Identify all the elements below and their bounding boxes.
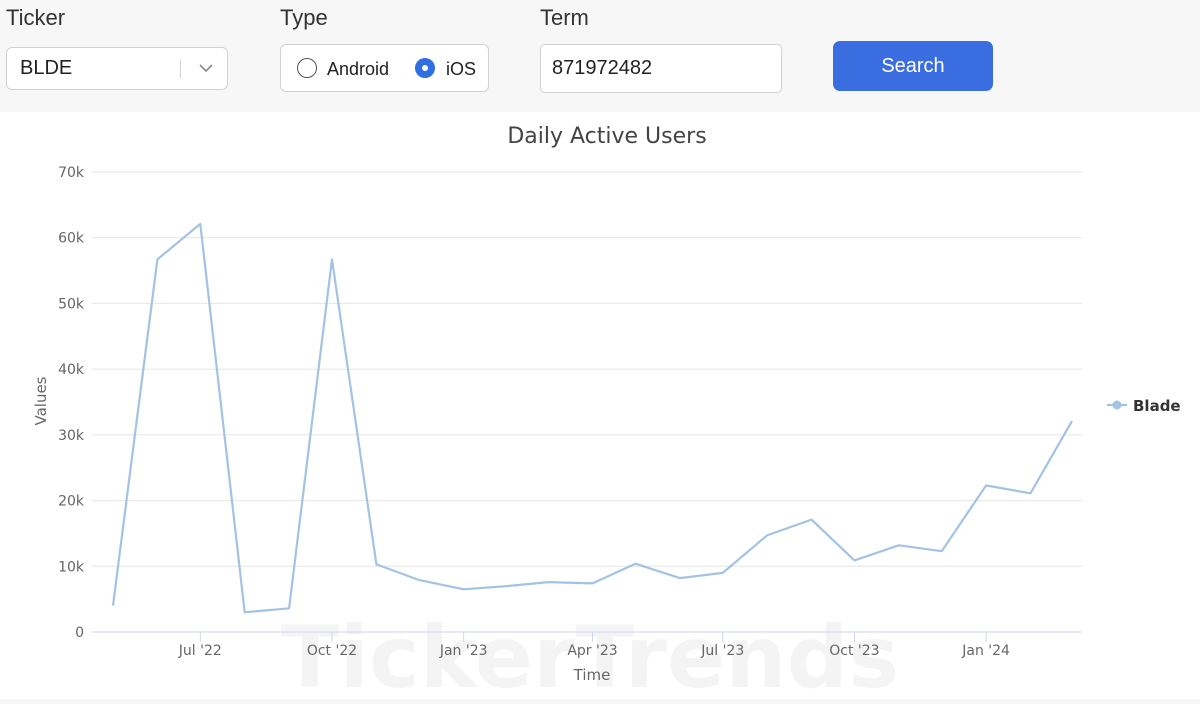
data-point[interactable] (196, 220, 204, 228)
data-point[interactable] (763, 531, 771, 539)
radio-ios-label[interactable]: iOS (446, 59, 477, 79)
x-tick-label: Jan '24 (961, 643, 1010, 659)
chevron-down-icon[interactable] (191, 59, 221, 79)
series-line-blade[interactable] (111, 222, 1073, 614)
x-axis-ticks: Jul '22 Oct '22 Jan '23 Apr '23 Jul '23 Oct '… (178, 632, 1010, 659)
data-point[interactable] (589, 579, 597, 587)
legend-label-blade[interactable]: Blade (1133, 397, 1181, 415)
term-label: Term (540, 5, 589, 30)
x-axis-title: Time (573, 666, 611, 684)
y-tick-label: 60k (58, 231, 85, 247)
data-point[interactable] (719, 569, 727, 577)
x-tick-label: Oct '22 (307, 643, 357, 659)
data-point[interactable] (544, 578, 552, 586)
data-point[interactable] (631, 560, 639, 568)
type-label: Type (280, 5, 328, 30)
x-tick-label: Oct '23 (829, 643, 879, 659)
type-radio-group: Android iOS (280, 44, 489, 92)
data-point[interactable] (676, 574, 684, 582)
data-point[interactable] (807, 516, 815, 524)
data-point[interactable] (109, 602, 117, 610)
x-tick-label: Apr '23 (567, 643, 617, 659)
chart-title: Daily Active Users (507, 124, 706, 149)
data-point[interactable] (1026, 489, 1034, 497)
radio-ios[interactable] (415, 58, 435, 78)
y-tick-label: 70k (58, 165, 85, 181)
data-point[interactable] (460, 585, 468, 593)
chart-grid (92, 171, 1082, 567)
data-point[interactable] (241, 608, 249, 616)
x-tick-label: Jul '23 (700, 643, 744, 659)
search-button[interactable]: Search (833, 41, 993, 91)
legend-marker (1112, 400, 1122, 410)
data-point[interactable] (982, 481, 990, 489)
x-tick-label: Jan '23 (439, 643, 488, 659)
series-points (109, 220, 1076, 616)
data-point[interactable] (328, 255, 336, 263)
data-point[interactable] (895, 541, 903, 549)
ticker-label: Ticker (6, 5, 66, 30)
ticker-select[interactable]: BLDE (6, 47, 228, 90)
y-tick-label: 30k (58, 428, 85, 444)
ticker-select-value: BLDE (20, 57, 73, 79)
y-tick-label: 0 (75, 625, 84, 641)
y-tick-label: 20k (58, 494, 85, 510)
radio-android[interactable] (297, 58, 317, 78)
term-input[interactable] (540, 44, 782, 93)
data-point[interactable] (153, 255, 161, 263)
data-point[interactable] (415, 576, 423, 584)
select-divider (180, 59, 181, 78)
data-point[interactable] (285, 604, 293, 612)
watermark-text: TickerTrends (281, 608, 900, 699)
chart-card: TickerTrends 0 10k 20k 30k 40k 50k 60k 70k Jul … (0, 112, 1200, 704)
y-tick-label: 50k (58, 296, 85, 312)
data-point[interactable] (372, 560, 380, 568)
dau-chart: TickerTrends 0 10k 20k 30k 40k 50k 60k 70k Jul … (32, 124, 1181, 704)
y-tick-label: 10k (58, 559, 85, 575)
chart-legend[interactable]: Blade (1107, 397, 1181, 415)
radio-android-label[interactable]: Android (327, 59, 390, 79)
y-axis-title: Values (32, 376, 50, 425)
y-tick-label: 40k (58, 362, 85, 378)
data-point[interactable] (850, 556, 858, 564)
data-point[interactable] (504, 582, 512, 590)
data-point[interactable] (938, 547, 946, 555)
y-axis-ticks: 0 10k 20k 30k 40k 50k 60k 70k (58, 165, 85, 641)
x-tick-label: Jul '22 (178, 643, 222, 659)
data-point[interactable] (1068, 417, 1076, 425)
